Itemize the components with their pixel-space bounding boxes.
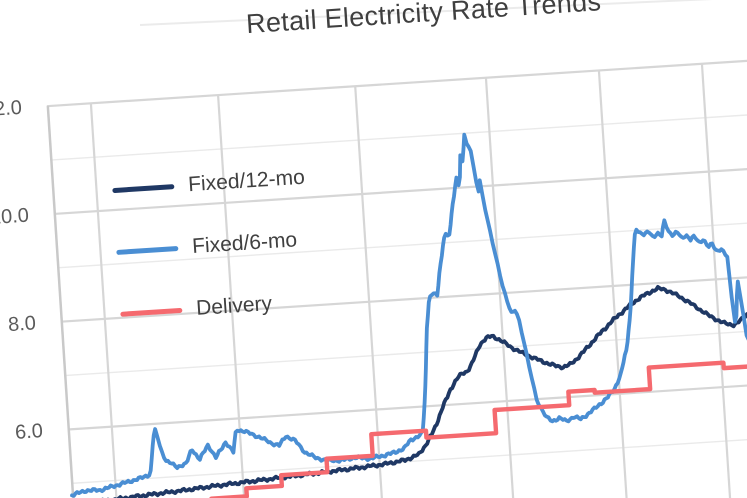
gridline bbox=[89, 103, 121, 498]
gridline bbox=[700, 63, 732, 498]
y-axis-label-10: 10.0 bbox=[0, 204, 30, 230]
y-axis-label-6: 6.0 bbox=[14, 420, 44, 444]
plot-area bbox=[46, 53, 747, 498]
gridline bbox=[597, 70, 629, 498]
series-delivery-line bbox=[209, 330, 747, 498]
chart-plot-svg bbox=[46, 53, 747, 498]
legend-label: Fixed/6-mo bbox=[191, 228, 298, 259]
gridline bbox=[50, 107, 747, 161]
chart-title: Retail Electricity Rate Trends bbox=[245, 0, 603, 40]
gridline bbox=[53, 161, 747, 216]
gridline bbox=[60, 268, 747, 323]
y-axis-label-12: 12.0 bbox=[0, 96, 23, 122]
gridline bbox=[216, 95, 248, 498]
gridline bbox=[64, 323, 747, 377]
series-fixed-12-mo-line bbox=[70, 285, 747, 498]
legend-swatch-icon bbox=[120, 307, 183, 317]
gridline bbox=[71, 431, 747, 485]
legend-label: Delivery bbox=[195, 292, 273, 320]
gridline bbox=[67, 376, 747, 431]
gridline bbox=[46, 53, 747, 108]
legend-swatch-icon bbox=[116, 245, 179, 255]
y-axis-label-8: 8.0 bbox=[7, 312, 37, 337]
series-fixed-6-mo-line bbox=[70, 132, 747, 498]
gridline bbox=[484, 77, 516, 498]
legend-item-delivery: Delivery bbox=[119, 287, 313, 327]
legend-label: Fixed/12-mo bbox=[187, 165, 306, 197]
legend-swatch-icon bbox=[112, 183, 175, 193]
gridline bbox=[354, 86, 385, 498]
chart-legend: Fixed/12-mo Fixed/6-mo Delivery bbox=[111, 164, 315, 362]
gridline bbox=[57, 215, 747, 269]
legend-item-fixed-6-mo: Fixed/6-mo bbox=[115, 226, 309, 266]
gridline bbox=[46, 106, 78, 498]
